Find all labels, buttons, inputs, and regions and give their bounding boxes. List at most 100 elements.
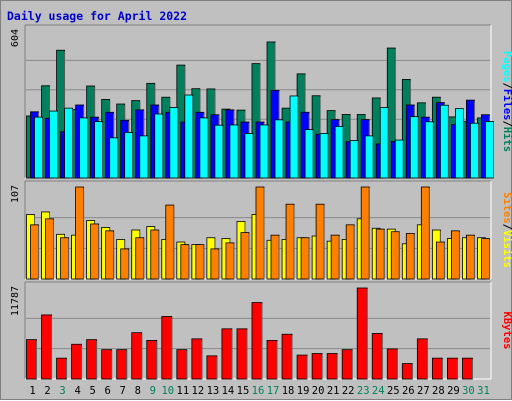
bar-sites-day-26 xyxy=(405,233,415,280)
bar-sites-day-27 xyxy=(420,186,430,280)
bar-kbytes-day-27 xyxy=(416,338,428,380)
bar-pages-day-9 xyxy=(154,113,164,179)
bar-kbytes-day-19 xyxy=(296,354,308,380)
day-label: 19 xyxy=(297,385,310,397)
day-label: 14 xyxy=(222,385,235,397)
day-label: 29 xyxy=(447,385,460,397)
bar-pages-day-5 xyxy=(94,121,104,179)
day-label: 9 xyxy=(150,385,156,397)
legend-entry: Visits xyxy=(501,230,512,268)
bar-pages-day-12 xyxy=(199,117,209,179)
bar-sites-day-14 xyxy=(225,242,235,280)
bar-pages-day-15 xyxy=(244,133,254,179)
bar-pages-day-14 xyxy=(229,124,239,179)
day-label: 25 xyxy=(387,385,400,397)
bar-sites-day-21 xyxy=(330,234,340,280)
y-max-label: 11787 xyxy=(10,286,21,316)
bar-sites-day-9 xyxy=(150,229,160,280)
day-label: 21 xyxy=(327,385,340,397)
bar-pages-day-30 xyxy=(470,122,479,179)
chart-title: Daily usage for April 2022 xyxy=(7,9,187,23)
bar-pages-day-27 xyxy=(424,121,434,179)
bar-sites-day-10 xyxy=(165,204,175,280)
day-label: 8 xyxy=(135,385,141,397)
bar-kbytes-day-21 xyxy=(326,353,338,380)
day-label: 10 xyxy=(161,385,174,397)
legend-separator: / xyxy=(501,120,512,126)
bar-sites-day-11 xyxy=(180,244,190,280)
day-label: 28 xyxy=(432,385,445,397)
bar-pages-day-2 xyxy=(49,110,58,179)
bar-kbytes-day-17 xyxy=(266,339,278,380)
day-label: 31 xyxy=(477,385,490,397)
day-label: 11 xyxy=(177,385,190,397)
bar-sites-day-5 xyxy=(90,223,100,280)
day-label: 18 xyxy=(282,385,295,397)
bar-sites-day-13 xyxy=(210,248,220,280)
bar-pages-day-26 xyxy=(409,116,419,179)
legend-separator: / xyxy=(501,224,512,230)
day-label: 13 xyxy=(207,385,220,397)
bar-sites-day-30 xyxy=(466,234,475,280)
day-label: 4 xyxy=(74,385,80,397)
bar-kbytes-day-24 xyxy=(371,333,383,380)
bar-kbytes-day-12 xyxy=(191,338,203,380)
bar-pages-day-29 xyxy=(455,108,464,179)
bar-pages-day-1 xyxy=(34,116,43,179)
bar-kbytes-day-26 xyxy=(401,363,413,380)
day-label: 23 xyxy=(357,385,370,397)
bar-kbytes-day-13 xyxy=(206,355,218,380)
day-label: 20 xyxy=(312,385,325,397)
bar-kbytes-day-11 xyxy=(176,349,188,380)
legend-entry: KBytes xyxy=(501,312,512,350)
bar-sites-day-12 xyxy=(195,244,205,280)
bar-pages-day-4 xyxy=(79,117,88,179)
bar-sites-day-20 xyxy=(315,203,325,280)
legend-entry: Sites xyxy=(501,192,512,224)
day-label: 12 xyxy=(192,385,205,397)
bar-kbytes-day-2 xyxy=(41,314,52,380)
bar-sites-day-22 xyxy=(345,224,355,280)
bar-kbytes-day-16 xyxy=(251,302,263,380)
bar-pages-day-18 xyxy=(289,95,299,179)
bar-sites-day-16 xyxy=(255,186,265,280)
day-label: 7 xyxy=(120,385,126,397)
bar-pages-day-22 xyxy=(349,140,359,179)
day-label: 16 xyxy=(252,385,265,397)
legend-entry: Hits xyxy=(501,127,512,152)
bar-pages-day-16 xyxy=(259,124,269,179)
bar-kbytes-day-20 xyxy=(311,353,323,380)
bar-sites-day-31 xyxy=(481,238,490,280)
bar-sites-day-29 xyxy=(451,230,460,280)
y-max-label: 107 xyxy=(10,185,21,203)
bar-kbytes-day-5 xyxy=(86,339,98,380)
bar-sites-day-8 xyxy=(135,237,145,280)
panel-kbytes: 11787 KBytes xyxy=(10,281,512,380)
bar-sites-day-6 xyxy=(105,230,115,280)
bar-kbytes-day-22 xyxy=(341,349,353,380)
bar-pages-day-19 xyxy=(304,129,314,179)
bar-kbytes-day-9 xyxy=(146,339,158,380)
bar-sites-day-23 xyxy=(360,186,370,280)
bar-pages-day-31 xyxy=(485,121,494,179)
bar-pages-day-28 xyxy=(439,104,449,179)
bar-pages-day-10 xyxy=(169,107,179,179)
bar-sites-day-3 xyxy=(60,237,69,280)
panel-sites: 107 Sites/Visits xyxy=(10,180,512,280)
day-label: 24 xyxy=(372,385,385,397)
bar-sites-day-2 xyxy=(45,218,54,280)
bar-kbytes-day-15 xyxy=(236,328,248,380)
day-label: 6 xyxy=(105,385,111,397)
legend-entry: Files xyxy=(501,89,512,121)
bar-kbytes-day-30 xyxy=(462,357,473,380)
bar-kbytes-day-8 xyxy=(131,332,143,380)
bar-pages-day-8 xyxy=(139,135,149,179)
bar-sites-day-25 xyxy=(390,231,400,280)
bar-sites-day-4 xyxy=(75,186,84,280)
bar-kbytes-day-3 xyxy=(56,357,67,380)
bar-kbytes-day-18 xyxy=(281,333,293,380)
day-label: 3 xyxy=(59,385,65,397)
